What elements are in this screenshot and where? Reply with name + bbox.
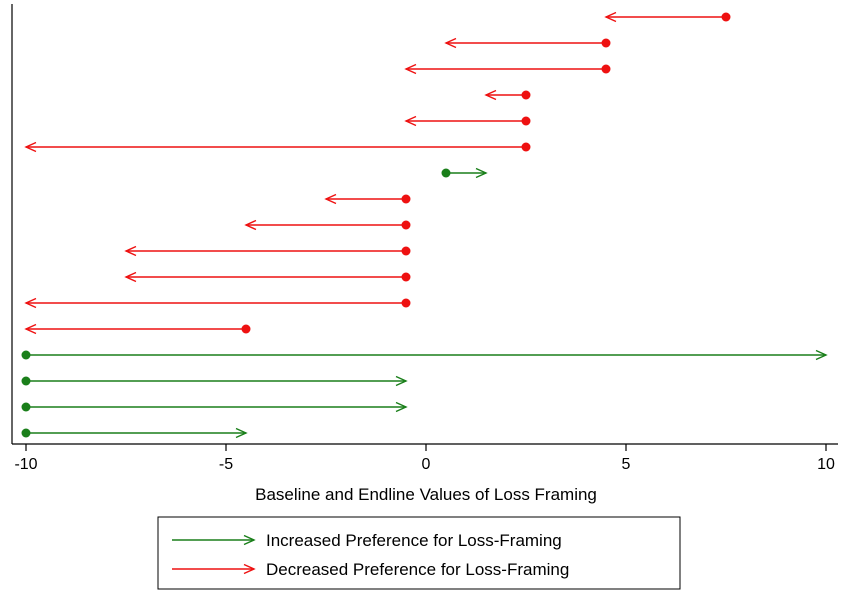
baseline-dot	[401, 298, 411, 308]
arrow-row	[21, 427, 248, 439]
arrow-head	[395, 401, 408, 413]
legend-label: Increased Preference for Loss-Framing	[266, 531, 562, 550]
arrow-head	[244, 219, 257, 231]
baseline-dot	[521, 142, 531, 152]
arrow-row	[24, 141, 531, 153]
baseline-dot	[441, 168, 451, 178]
arrow-head	[484, 89, 497, 101]
baseline-dot	[721, 12, 731, 22]
arrow-row	[24, 323, 251, 335]
arrow-head	[235, 427, 248, 439]
legend-item: Increased Preference for Loss-Framing	[172, 531, 562, 550]
baseline-dot	[521, 116, 531, 126]
x-tick-label: 5	[622, 456, 631, 473]
arrow-row	[24, 297, 411, 309]
baseline-dot	[601, 64, 611, 74]
arrow-row	[404, 115, 531, 127]
baseline-dot	[401, 272, 411, 282]
baseline-dot	[21, 428, 31, 438]
arrow-row	[484, 89, 531, 101]
arrow-head	[404, 63, 417, 75]
legend-arrow-head	[243, 563, 256, 575]
arrow-head	[815, 349, 828, 361]
arrow-head	[604, 11, 617, 23]
arrow-head	[324, 193, 337, 205]
arrow-row	[324, 193, 411, 205]
legend-box	[157, 516, 681, 590]
arrow-head	[475, 167, 488, 179]
legend: Increased Preference for Loss-Framing Dec…	[157, 516, 681, 590]
baseline-dot	[401, 220, 411, 230]
arrow-head	[444, 37, 457, 49]
arrow-head	[24, 323, 37, 335]
x-tick-label: 10	[817, 456, 835, 473]
x-axis-title: Baseline and Endline Values of Loss Fram…	[255, 485, 597, 504]
legend-arrow-head	[243, 534, 256, 546]
baseline-dot	[21, 402, 31, 412]
baseline-dot	[401, 246, 411, 256]
arrow-row	[441, 167, 488, 179]
arrow-row	[21, 375, 408, 387]
arrow-head	[124, 245, 137, 257]
arrow-row	[444, 37, 611, 49]
legend-label: Decreased Preference for Loss-Framing	[266, 560, 569, 579]
x-ticks: -10 -5 0 5 10	[14, 444, 835, 473]
baseline-dot	[241, 324, 251, 334]
baseline-dot	[521, 90, 531, 100]
arrow-head	[395, 375, 408, 387]
baseline-dot	[21, 350, 31, 360]
arrow-row	[21, 401, 408, 413]
x-tick-label: -5	[219, 456, 233, 473]
legend-items: Increased Preference for Loss-Framing Dec…	[172, 531, 569, 579]
x-tick-label: 0	[422, 456, 431, 473]
arrow-head	[24, 297, 37, 309]
arrow-row	[124, 245, 411, 257]
legend-item: Decreased Preference for Loss-Framing	[172, 560, 569, 579]
x-tick-label: -10	[14, 456, 37, 473]
arrow-head	[124, 271, 137, 283]
arrow-row	[21, 349, 828, 361]
arrow-row	[604, 11, 731, 23]
arrow-head	[404, 115, 417, 127]
baseline-dot	[401, 194, 411, 204]
baseline-dot	[21, 376, 31, 386]
arrow-row	[244, 219, 411, 231]
arrow-head	[24, 141, 37, 153]
plot-layer	[21, 11, 828, 439]
baseline-dot	[601, 38, 611, 48]
arrow-row	[404, 63, 611, 75]
arrow-row	[124, 271, 411, 283]
